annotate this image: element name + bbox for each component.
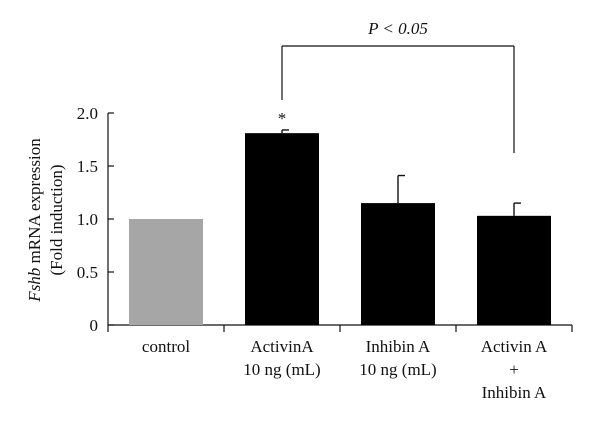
y-axis-title: Fshb mRNA expression (Fold induction) <box>25 138 66 303</box>
y-tick-label: 1.5 <box>77 157 98 176</box>
bar <box>361 203 435 325</box>
x-tick-label: Inhibin A <box>366 337 431 356</box>
y-tick-label: 2.0 <box>77 104 98 123</box>
y-axis-title-gene: Fshb <box>25 268 44 303</box>
y-axis-title-rest: mRNA expression <box>25 138 44 264</box>
bars <box>129 133 551 325</box>
bar <box>129 219 203 325</box>
x-tick-labels: control ActivinA 10 ng (mL) Inhibin A 10 ng … <box>142 337 548 402</box>
x-tick-label: Inhibin A <box>482 383 547 402</box>
y-axis-title-line1: Fshb mRNA expression <box>25 138 44 303</box>
error-bars <box>281 129 521 216</box>
bar <box>245 133 319 325</box>
y-axis-title-line2: (Fold induction) <box>47 165 66 276</box>
x-tick-label: ActivinA <box>250 337 314 356</box>
x-tick-label: Activin A <box>481 337 548 356</box>
y-tick-label: 1.0 <box>77 210 98 229</box>
x-tick-label: 10 ng (mL) <box>359 360 436 379</box>
y-tick-label: 0 <box>90 316 99 335</box>
bar <box>477 215 551 325</box>
significance-asterisk: * <box>278 109 287 128</box>
x-tick-label: control <box>142 337 190 356</box>
x-tick-label: + <box>509 360 519 379</box>
significance-label: P < 0.05 <box>367 19 428 38</box>
annotations: * P < 0.05 <box>278 19 515 154</box>
x-tick-label: 10 ng (mL) <box>243 360 320 379</box>
y-tick-label: 0.5 <box>77 263 98 282</box>
